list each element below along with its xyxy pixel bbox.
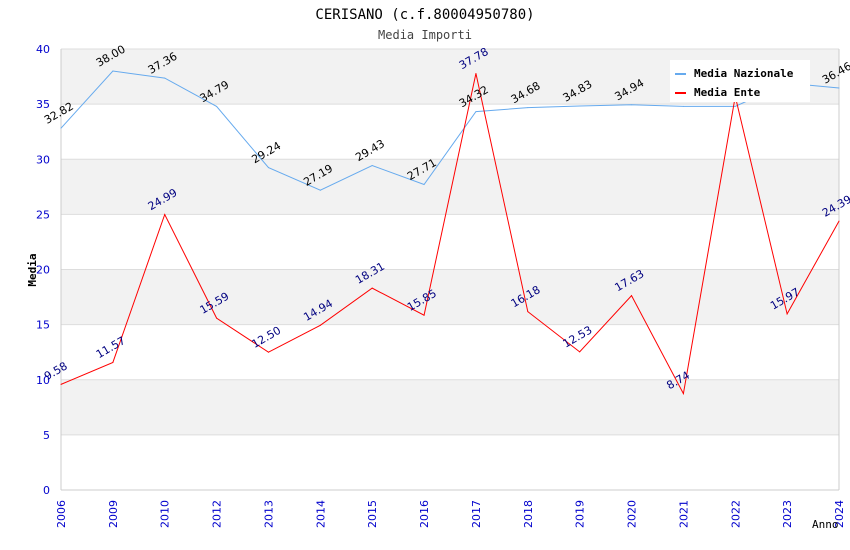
x-tick-label: 2014 [314, 500, 327, 528]
data-point [838, 220, 840, 222]
data-label: 12.53 [561, 323, 595, 350]
data-point [216, 105, 218, 107]
x-axis-label: Anno [812, 518, 839, 531]
data-point [527, 107, 529, 109]
data-point [423, 314, 425, 316]
y-tick-label: 25 [36, 208, 50, 221]
data-point [475, 111, 477, 113]
y-axis-label: Media [26, 253, 39, 286]
x-tick-label: 2023 [781, 500, 794, 528]
series-line-0 [60, 70, 840, 191]
y-tick-label: 30 [36, 153, 50, 166]
data-point [423, 183, 425, 185]
legend-label: Media Ente [694, 86, 761, 99]
data-point [371, 287, 373, 289]
y-tick-label: 5 [43, 429, 50, 442]
data-point [734, 105, 736, 107]
y-tick-label: 40 [36, 43, 50, 56]
y-tick-label: 15 [36, 319, 50, 332]
data-point [371, 165, 373, 167]
x-tick-label: 2022 [729, 500, 742, 528]
data-point [838, 87, 840, 89]
y-tick-label: 35 [36, 98, 50, 111]
data-label: 11.57 [94, 334, 128, 361]
data-point [267, 167, 269, 169]
data-point [631, 104, 633, 106]
y-tick-label: 20 [36, 264, 50, 277]
data-point [682, 393, 684, 395]
data-point [164, 213, 166, 215]
data-point [319, 324, 321, 326]
data-point [60, 127, 62, 129]
x-tick-label: 2018 [522, 500, 535, 528]
y-tick-label: 0 [43, 484, 50, 497]
x-tick-label: 2013 [262, 500, 275, 528]
x-tick-label: 2019 [574, 500, 587, 528]
x-tick-label: 2009 [107, 500, 120, 528]
x-tick-label: 2006 [55, 500, 68, 528]
grid-band [61, 159, 839, 215]
data-point [216, 317, 218, 319]
data-point [267, 351, 269, 353]
x-tick-label: 2016 [418, 500, 431, 528]
data-point [60, 383, 62, 385]
data-point [319, 189, 321, 191]
data-point [164, 77, 166, 79]
legend-box [670, 60, 810, 102]
x-tick-label: 2021 [677, 500, 690, 528]
x-tick-label: 2012 [211, 500, 224, 528]
grid-band [61, 379, 839, 435]
data-point [112, 70, 114, 72]
data-point [579, 351, 581, 353]
grid-band [61, 269, 839, 325]
chart-subtitle: Media Importi [378, 28, 472, 42]
x-tick-label: 2024 [833, 500, 846, 528]
x-tick-label: 2015 [366, 500, 379, 528]
data-point [682, 105, 684, 107]
data-point [579, 105, 581, 107]
y-tick-label: 10 [36, 374, 50, 387]
data-point [786, 313, 788, 315]
series-line-1 [60, 73, 840, 396]
x-tick-label: 2017 [470, 500, 483, 528]
data-point [475, 72, 477, 74]
legend-label: Media Nazionale [694, 67, 794, 80]
data-point [631, 295, 633, 297]
x-tick-label: 2010 [159, 500, 172, 528]
legend: Media Nazionale Media Ente [670, 60, 810, 102]
data-point [527, 311, 529, 313]
x-tick-label: 2020 [626, 500, 639, 528]
data-point [112, 361, 114, 363]
chart-title: CERISANO (c.f.80004950780) [315, 7, 534, 23]
